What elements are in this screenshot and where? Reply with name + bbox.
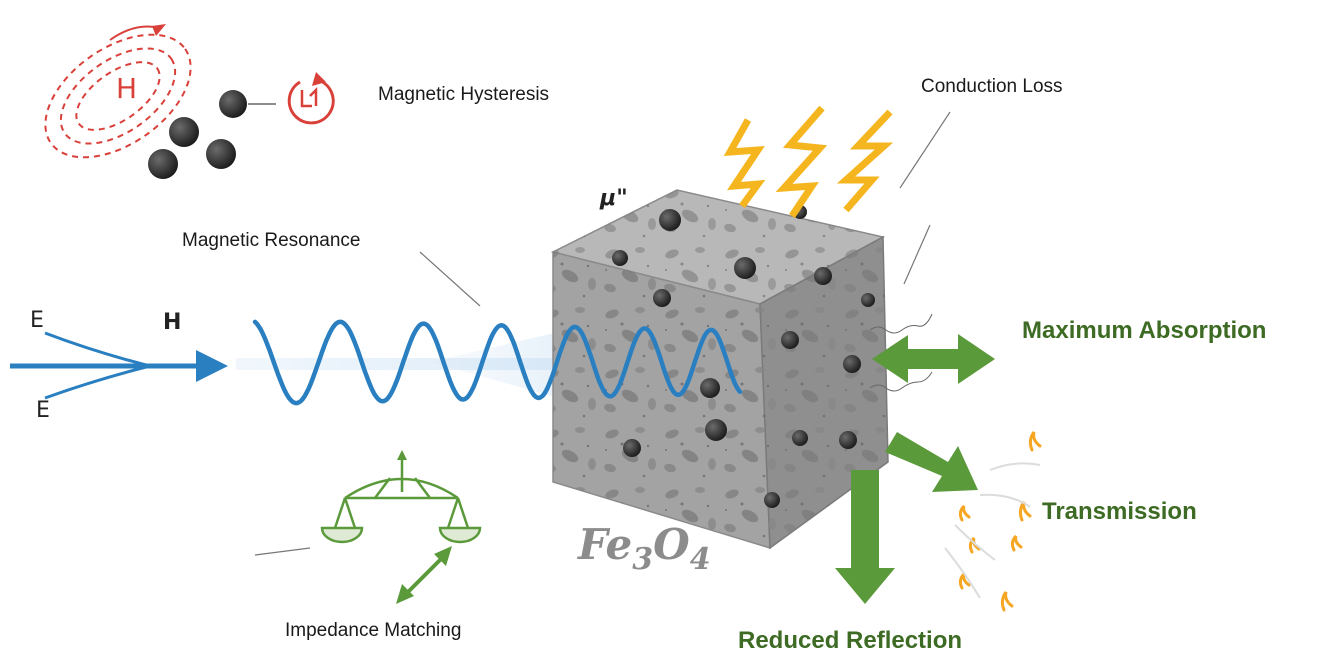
nanoparticle-cluster-icon <box>148 90 276 179</box>
impedance-double-arrow-icon <box>396 546 452 604</box>
rotation-icon <box>287 72 335 125</box>
magnetic-resonance-label: Magnetic Resonance <box>182 230 361 251</box>
impedance-matching-label: Impedance Matching <box>285 620 462 641</box>
field-e-bottom-label: E <box>36 398 50 423</box>
reflection-arrow-icon <box>835 470 895 604</box>
reduced-reflection-label: Reduced Reflection <box>738 627 963 654</box>
hysteresis-arrow-icon <box>109 25 161 41</box>
absorption-double-arrow-icon <box>872 334 995 384</box>
mu-double-prime-label: μ" <box>600 186 628 211</box>
conduction-loss-label: Conduction Loss <box>921 76 1063 97</box>
flame-icon <box>958 431 1042 612</box>
transmission-arrow-icon <box>885 432 978 492</box>
magnetic-hysteresis-label: Magnetic Hysteresis <box>378 84 550 105</box>
embedded-particles <box>612 205 875 508</box>
fe3o4-formula: Fe3O4 <box>578 520 711 577</box>
field-h-label: H <box>163 310 182 335</box>
lightning-bolt-icon <box>723 105 894 218</box>
maximum-absorption-label: Maximum Absorption <box>1022 317 1267 344</box>
hysteresis-h-label: H <box>116 72 138 105</box>
fe3o4-cube <box>550 189 889 550</box>
squiggle-lines <box>869 313 933 392</box>
leader-lines <box>254 111 951 556</box>
incident-field-arrow-icon <box>10 331 228 400</box>
transmission-label: Transmission <box>1042 498 1197 525</box>
balance-scale-icon <box>320 450 482 544</box>
field-e-top-label: E <box>30 308 44 333</box>
scatter-lines <box>944 462 1041 599</box>
hysteresis-loop-icon <box>44 33 192 159</box>
electromagnetic-wave <box>252 319 743 406</box>
hysteresis-arrowhead-icon <box>152 24 166 36</box>
